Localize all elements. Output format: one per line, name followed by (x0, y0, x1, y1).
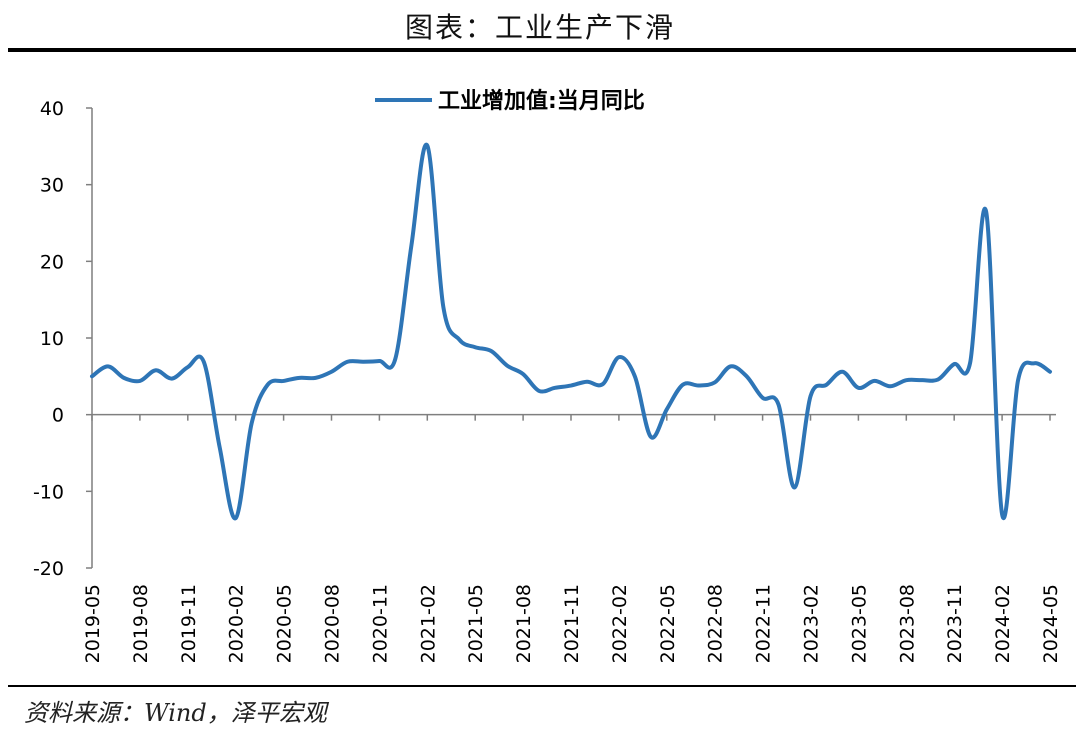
legend: 工业增加值:当月同比 (375, 88, 645, 114)
chart-title: 图表：工业生产下滑 (404, 11, 675, 44)
line-chart: 40 30 20 10 0 -10 -20 2019-05 2019-08 2019-11 202… (33, 88, 1062, 663)
x-tick-label: 2023-05 (848, 584, 870, 663)
x-tick-label: 2021-08 (513, 584, 535, 663)
y-tick-label: 30 (40, 175, 64, 197)
x-tick-label: 2022-02 (609, 584, 631, 663)
y-tick-label: 10 (40, 328, 64, 350)
x-tick-label: 2019-08 (130, 584, 152, 663)
y-tick-label: -20 (33, 558, 64, 580)
y-tick-labels: 40 30 20 10 0 -10 -20 (33, 98, 64, 580)
y-tick-label: 40 (40, 98, 64, 120)
source-note: 资料来源：Wind，泽平宏观 (24, 699, 327, 727)
x-tick-label: 2021-11 (561, 584, 583, 663)
x-tick-label: 2023-08 (896, 584, 918, 663)
x-tick-label: 2023-02 (801, 584, 823, 663)
x-tick-label: 2022-11 (753, 584, 775, 663)
y-axis (86, 107, 93, 569)
x-tick-labels: 2019-05 2019-08 2019-11 2020-02 2020-05 2020-… (82, 584, 1062, 663)
x-tick-label: 2019-05 (82, 584, 104, 663)
x-tick-label: 2019-11 (178, 584, 200, 663)
x-tick-label: 2021-02 (417, 584, 439, 663)
x-tick-label: 2024-05 (1040, 584, 1062, 663)
y-tick-label: 20 (40, 251, 64, 273)
top-rule (8, 48, 1076, 52)
legend-label: 工业增加值:当月同比 (438, 88, 645, 114)
x-tick-label: 2022-05 (657, 584, 679, 663)
x-tick-label: 2020-02 (226, 584, 248, 663)
series-line-industrial-value-added (90, 142, 1052, 521)
x-tick-label: 2024-02 (992, 584, 1014, 663)
bottom-rule (8, 685, 1076, 687)
x-axis (91, 413, 1056, 421)
x-tick-label: 2020-08 (322, 584, 344, 663)
y-tick-label: 0 (52, 405, 64, 427)
y-tick-label: -10 (33, 481, 64, 503)
x-tick-label: 2023-11 (944, 584, 966, 663)
x-tick-label: 2021-05 (465, 584, 487, 663)
x-tick-label: 2020-11 (369, 584, 391, 663)
x-tick-label: 2022-08 (705, 584, 727, 663)
x-tick-label: 2020-05 (274, 584, 296, 663)
